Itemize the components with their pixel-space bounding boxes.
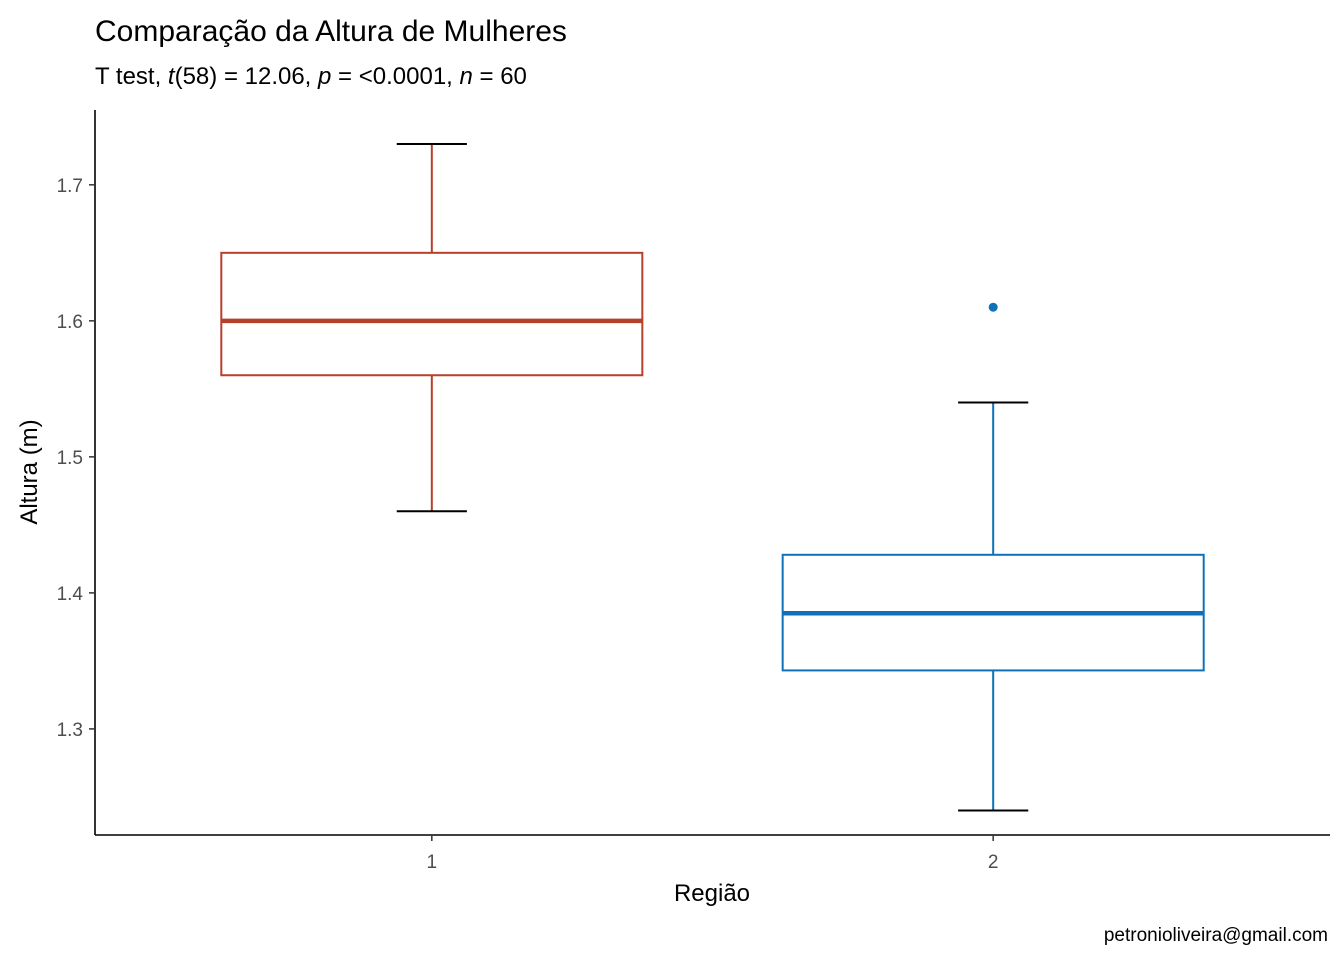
chart-subtitle: T test, t(58) = 12.06, p = <0.0001, n = …	[95, 63, 527, 90]
y-tick-label: 1.7	[57, 176, 83, 197]
y-tick-label: 1.5	[57, 448, 83, 469]
outlier-point	[988, 302, 998, 312]
plot-area	[220, 143, 1205, 812]
box-group-2	[781, 302, 1205, 812]
y-tick-label: 1.4	[57, 584, 84, 605]
caption: petronioliveira@gmail.com	[1104, 925, 1328, 946]
box-iqr	[220, 251, 644, 377]
box-group-1	[220, 143, 644, 513]
x-tick-label: 2	[988, 852, 999, 873]
y-axis-ticks: 1.3 1.4 1.5 1.6 1.7	[57, 176, 95, 741]
x-axis-title: Região	[674, 880, 750, 907]
y-axis-title: Altura (m)	[16, 419, 43, 524]
chart-title: Comparação da Altura de Mulheres	[95, 15, 567, 48]
y-tick-label: 1.6	[57, 312, 83, 333]
x-tick-label: 1	[427, 852, 438, 873]
y-tick-label: 1.3	[57, 720, 83, 741]
